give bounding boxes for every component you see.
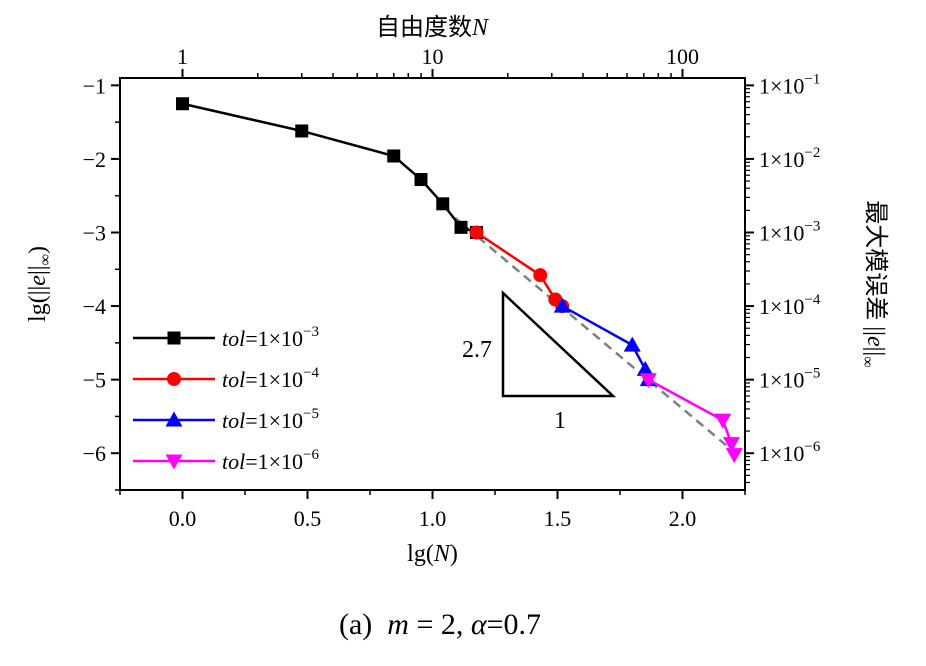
- right-tick-label: 1×10−5: [759, 366, 820, 393]
- data-point: [723, 437, 740, 453]
- x-tick-label: 2.0: [669, 506, 697, 531]
- top-tick-label: 10: [422, 44, 444, 69]
- right-axis-label: 最大模误差 ||e||∞: [859, 200, 889, 367]
- legend: tol=1×10−3 tol=1×10−4 tol=1×10−5 tol=1×10−6: [133, 324, 320, 474]
- data-point: [553, 297, 571, 313]
- plot-frame: [119, 77, 746, 491]
- right-tick-label: 1×10−2: [759, 145, 820, 172]
- series-layer: [176, 97, 743, 464]
- legend-marker: [167, 372, 181, 386]
- labels-layer: lg(N) lg(||e||∞) 自由度数N 最大模误差 ||e||∞ (a) m = …: [25, 14, 889, 641]
- series-line-2: [475, 231, 564, 307]
- data-point: [636, 360, 654, 376]
- run-label: 1: [554, 408, 566, 434]
- data-point: [533, 268, 548, 283]
- y-tick-label: −5: [83, 368, 106, 393]
- legend-marker: [165, 454, 183, 470]
- reference-slope-line: [454, 216, 741, 458]
- x-tick-label: 0.5: [294, 506, 322, 531]
- right-tick-label: 1×10−1: [759, 71, 820, 98]
- legend-label: tol=1×10−3: [222, 324, 319, 351]
- data-point: [623, 336, 641, 352]
- legend-label: tol=1×10−4: [222, 365, 320, 392]
- top-tick-label: 1: [177, 44, 188, 69]
- slope-triangle-shape: [501, 290, 617, 398]
- y-tick-label: −3: [83, 221, 106, 246]
- right-tick-label: 1×10−3: [759, 219, 820, 246]
- x-axis-label: lg(N): [407, 541, 458, 567]
- x-tick-label: 1.5: [544, 506, 572, 531]
- right-tick-label: 1×10−4: [759, 292, 821, 319]
- data-point: [725, 448, 743, 464]
- legend-marker: [165, 411, 183, 427]
- data-point: [454, 220, 468, 234]
- y-tick-label: −2: [83, 147, 106, 172]
- slope-triangle: 2.71: [462, 290, 617, 434]
- data-point: [714, 413, 732, 429]
- y-tick-label: −1: [83, 73, 106, 98]
- legend-label: tol=1×10−6: [222, 447, 320, 474]
- legend-marker: [167, 331, 181, 345]
- right-tick-label: 1×10−6: [759, 439, 821, 466]
- data-point: [639, 373, 657, 389]
- data-point: [387, 149, 401, 163]
- axes-layer: 0.0 0.5 1.0 1.5 2.0 −1 −2 −3 −4 −5 −6 1 10 100 1×10−1 1…: [83, 44, 821, 531]
- data-point: [436, 197, 450, 211]
- top-tick-label: 100: [666, 44, 699, 69]
- series-line-1: [182, 102, 477, 234]
- data-point: [469, 225, 484, 240]
- figure-caption: (a) m = 2, α=0.7: [339, 608, 541, 641]
- data-point: [295, 124, 309, 138]
- x-tick-label: 1.0: [419, 506, 447, 531]
- y-axis-label: lg(||e||∞): [25, 246, 54, 322]
- reference-layer: [454, 216, 741, 458]
- data-point: [414, 173, 428, 187]
- y-tick-label: −6: [83, 441, 106, 466]
- top-axis-label: 自由度数N: [376, 14, 490, 41]
- x-tick-label: 0.0: [169, 506, 197, 531]
- slope-label: 2.7: [462, 337, 492, 363]
- y-tick-label: −4: [83, 294, 106, 319]
- data-point: [176, 97, 189, 111]
- legend-label: tol=1×10−5: [222, 406, 319, 433]
